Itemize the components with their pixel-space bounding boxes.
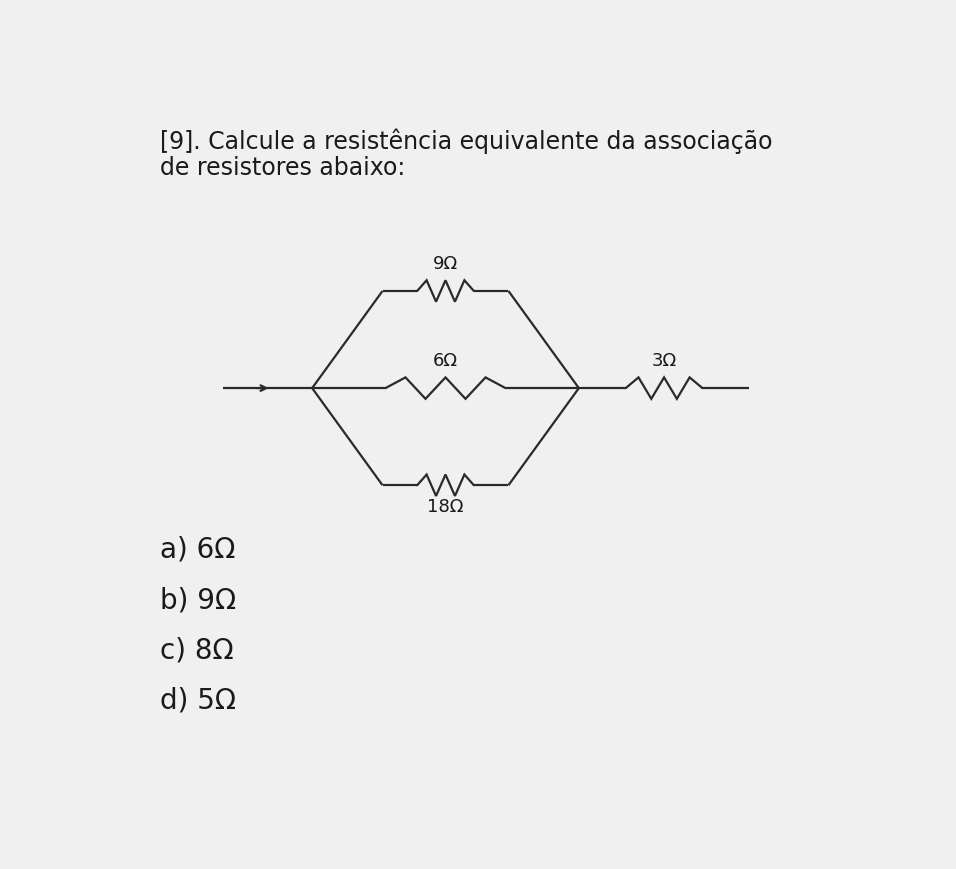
- Text: a) 6Ω: a) 6Ω: [161, 535, 235, 563]
- Text: 9Ω: 9Ω: [433, 255, 458, 273]
- Text: 6Ω: 6Ω: [433, 352, 458, 370]
- Text: d) 5Ω: d) 5Ω: [161, 686, 236, 713]
- Text: de resistores abaixo:: de resistores abaixo:: [161, 156, 405, 180]
- Text: b) 9Ω: b) 9Ω: [161, 586, 236, 614]
- Text: [9]. Calcule a resistência equivalente da associação: [9]. Calcule a resistência equivalente d…: [161, 129, 772, 154]
- Text: 3Ω: 3Ω: [651, 352, 677, 370]
- Text: 18Ω: 18Ω: [427, 498, 464, 515]
- Text: c) 8Ω: c) 8Ω: [161, 635, 234, 664]
